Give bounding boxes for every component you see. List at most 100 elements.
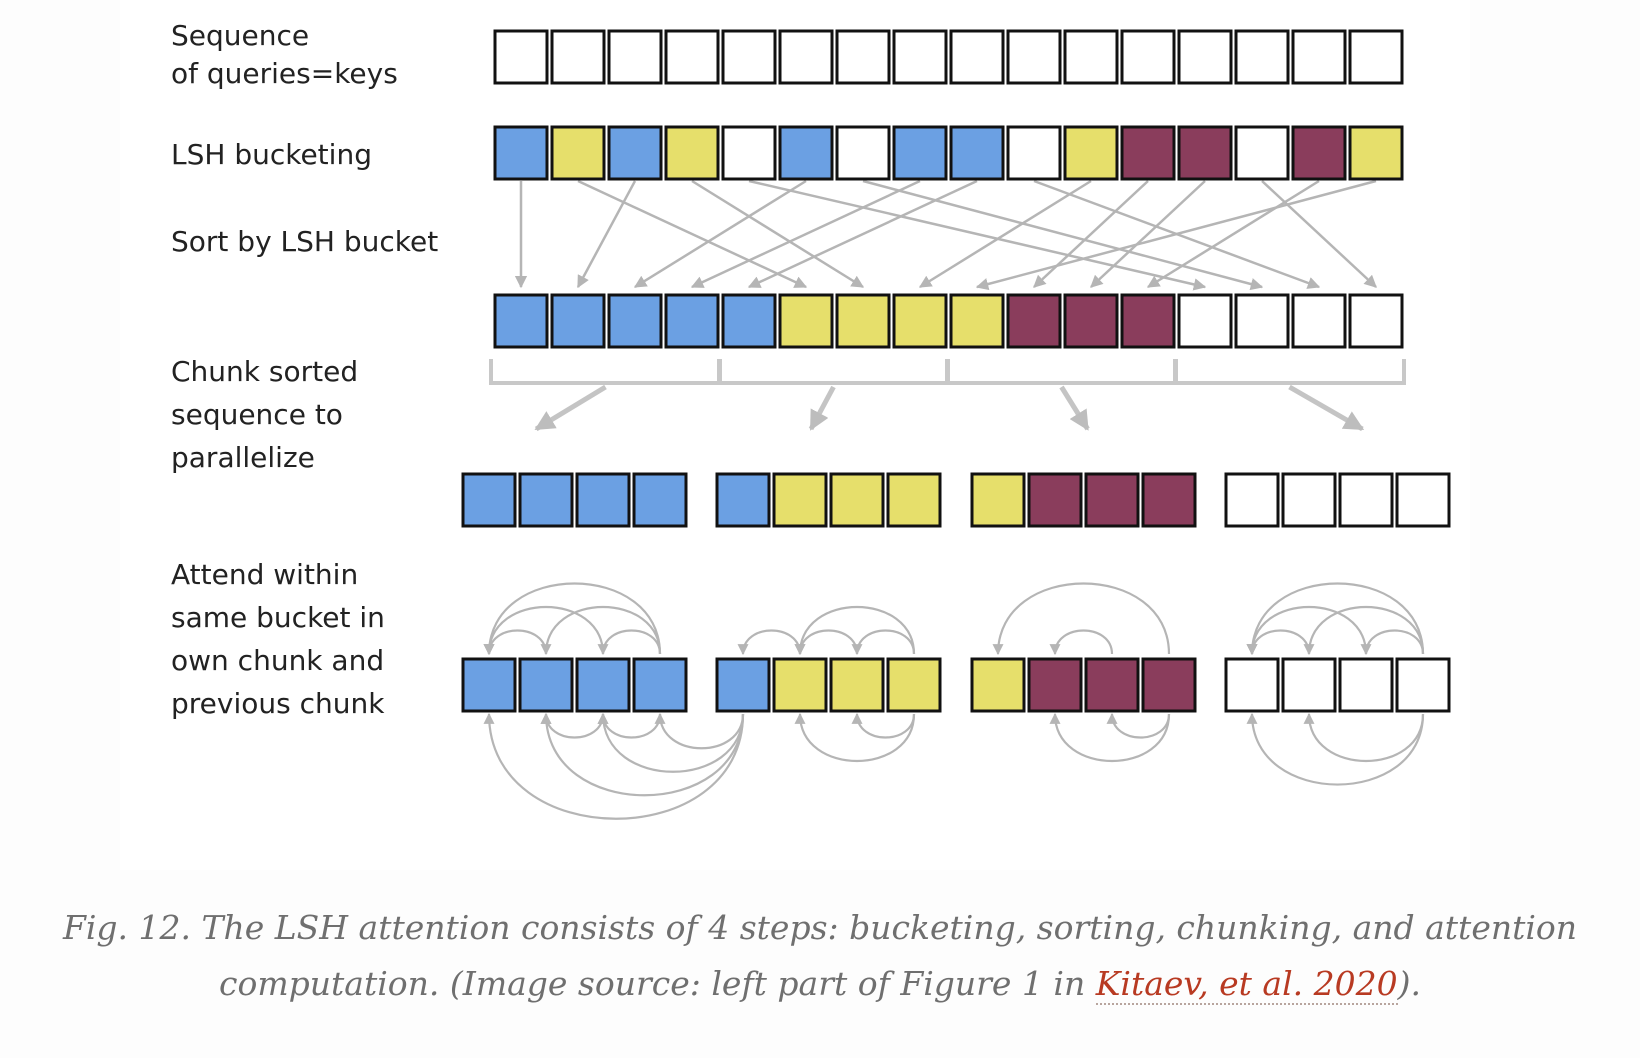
sort-arrow bbox=[748, 179, 1207, 291]
sorted-cell bbox=[664, 293, 720, 349]
attend-cell bbox=[1224, 657, 1280, 713]
attend-arc bbox=[483, 712, 745, 820]
sorted-cell bbox=[778, 293, 834, 349]
attend-arc bbox=[992, 582, 1171, 656]
sequence-cell bbox=[892, 29, 948, 85]
lsh-attention-diagram bbox=[461, 29, 1451, 820]
attend-cell bbox=[575, 657, 631, 713]
sequence-cell bbox=[1234, 29, 1290, 85]
sort-arrow bbox=[1261, 180, 1377, 288]
citation-link[interactable]: Kitaev, et al. 2020 bbox=[1095, 964, 1398, 1005]
sorted-cell bbox=[607, 293, 663, 349]
sorted-cell bbox=[1234, 293, 1290, 349]
sequence-cell bbox=[1291, 29, 1347, 85]
attend-cell bbox=[1281, 657, 1337, 713]
attend-arc bbox=[597, 629, 662, 656]
attend-arc bbox=[597, 712, 662, 739]
sequence-cell bbox=[949, 29, 1005, 85]
chunk-cell bbox=[575, 472, 631, 528]
chunked-row bbox=[461, 472, 1451, 528]
attend-cell bbox=[1338, 657, 1394, 713]
bucket-cell bbox=[550, 125, 606, 181]
attend-arc bbox=[1246, 582, 1425, 656]
attend-arc bbox=[794, 712, 916, 763]
attend-row bbox=[461, 657, 1451, 713]
bucket-cell bbox=[1120, 125, 1176, 181]
chunk-cell bbox=[461, 472, 517, 528]
sequence-cell bbox=[1120, 29, 1176, 85]
attend-arc bbox=[483, 605, 605, 656]
bucketed-row bbox=[493, 125, 1404, 181]
sort-arrow bbox=[1033, 180, 1149, 288]
sequence-cell bbox=[493, 29, 549, 85]
attend-cell bbox=[829, 657, 885, 713]
caption-text-end: ). bbox=[1397, 964, 1421, 1003]
sorted-cell bbox=[1177, 293, 1233, 349]
sort-arrow bbox=[975, 179, 1377, 291]
sorted-cell bbox=[1291, 293, 1347, 349]
sort-arrow bbox=[691, 179, 865, 289]
bucket-cell bbox=[664, 125, 720, 181]
label-sort-by-bucket: Sort by LSH bucket bbox=[171, 225, 439, 258]
attend-arc bbox=[1049, 712, 1171, 763]
bucket-cell bbox=[835, 125, 891, 181]
sort-arrow bbox=[862, 179, 1264, 291]
attend-cell bbox=[518, 657, 574, 713]
attend-cell bbox=[1027, 657, 1083, 713]
chunk-bracket bbox=[1173, 359, 1406, 385]
sequence-cell bbox=[1348, 29, 1404, 85]
label-lsh-bucketing: LSH bucketing bbox=[171, 138, 372, 171]
chunk-arrow bbox=[1288, 384, 1365, 432]
label-chunk-sorted: Chunk sorted sequence to parallelize bbox=[171, 355, 359, 474]
attend-arc bbox=[1360, 629, 1425, 656]
sequence-row bbox=[493, 29, 1404, 85]
sequence-cell bbox=[835, 29, 891, 85]
attend-arc bbox=[597, 712, 745, 773]
chunk-bracket bbox=[945, 359, 1178, 385]
chunk-cell bbox=[970, 472, 1026, 528]
attend-cell bbox=[715, 657, 771, 713]
sequence-cell bbox=[1177, 29, 1233, 85]
sequence-cell bbox=[778, 29, 834, 85]
sorted-cell bbox=[1120, 293, 1176, 349]
chunk-cell bbox=[772, 472, 828, 528]
chunk-cell bbox=[1141, 472, 1197, 528]
attend-cell bbox=[772, 657, 828, 713]
attend-arc bbox=[1246, 605, 1368, 656]
sorted-cell bbox=[1348, 293, 1404, 349]
chunk-cell bbox=[632, 472, 688, 528]
attend-arc bbox=[654, 712, 745, 750]
attend-cell bbox=[1141, 657, 1197, 713]
attend-cell bbox=[1395, 657, 1451, 713]
attend-cell bbox=[1084, 657, 1140, 713]
sorted-cell bbox=[1063, 293, 1119, 349]
attend-cell bbox=[632, 657, 688, 713]
sort-arrow bbox=[690, 179, 921, 289]
sorted-cell bbox=[1006, 293, 1062, 349]
chunk-brackets bbox=[489, 359, 1406, 432]
bucket-cell bbox=[493, 125, 549, 181]
attend-arcs bbox=[483, 582, 1425, 820]
attend-arc bbox=[540, 605, 662, 656]
sequence-cell bbox=[721, 29, 777, 85]
sequence-cell bbox=[607, 29, 663, 85]
sort-arrow bbox=[918, 179, 1092, 289]
chunk-cell bbox=[886, 472, 942, 528]
sort-arrows bbox=[514, 179, 1377, 291]
bucket-cell bbox=[1291, 125, 1347, 181]
chunk-arrow bbox=[808, 385, 836, 431]
chunk-arrow bbox=[1059, 385, 1090, 431]
attend-arc bbox=[483, 629, 548, 656]
attend-arc bbox=[483, 582, 662, 656]
bucket-cell bbox=[1177, 125, 1233, 181]
bucket-cell bbox=[949, 125, 1005, 181]
chunk-bracket bbox=[489, 359, 722, 385]
bucket-cell bbox=[1348, 125, 1404, 181]
bucket-cell bbox=[1234, 125, 1290, 181]
sort-arrow bbox=[633, 179, 807, 289]
sorted-cell bbox=[835, 293, 891, 349]
caption-text: Fig. 12. The LSH attention consists of 4… bbox=[62, 908, 1578, 1003]
chunk-cell bbox=[1395, 472, 1451, 528]
sort-arrow bbox=[576, 180, 637, 289]
sequence-cell bbox=[1063, 29, 1119, 85]
